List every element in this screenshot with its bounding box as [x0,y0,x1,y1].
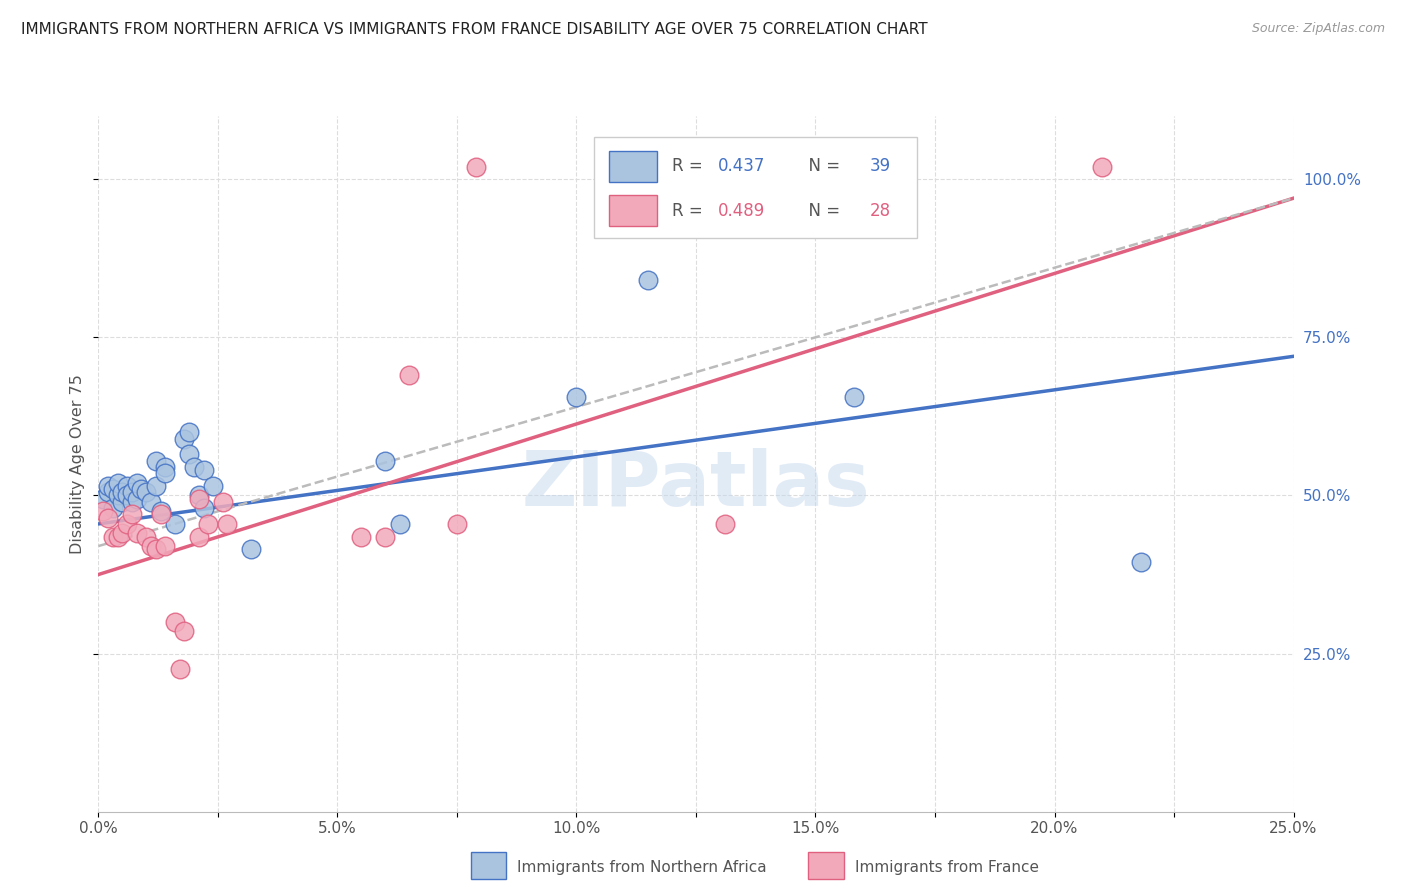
Text: R =: R = [672,157,709,175]
Point [187,491,209,506]
Point [101,501,124,516]
Point [240,542,263,557]
Point [107,530,129,544]
Point [374,530,396,544]
Point [193,501,215,516]
Point [145,453,167,467]
Point [145,479,167,493]
Text: R =: R = [672,202,709,219]
Point [97,510,120,524]
Point [173,624,195,639]
Point [1091,160,1114,174]
Point [135,530,157,544]
Text: N =: N = [797,157,845,175]
Point [202,479,225,493]
Point [465,160,488,174]
Point [179,425,201,440]
Point [121,485,143,500]
Point [350,530,373,544]
Point [125,475,148,490]
Point [97,485,120,500]
Point [149,508,172,522]
Point [163,516,186,531]
Point [1129,555,1152,569]
Point [91,491,114,506]
Point [135,485,157,500]
Point [139,495,162,509]
Point [565,391,588,405]
Point [115,516,138,531]
Point [197,516,219,531]
Text: ZIPatlas: ZIPatlas [522,448,870,522]
Text: Immigrants from Northern Africa: Immigrants from Northern Africa [517,860,768,874]
Point [187,488,209,502]
Point [125,526,148,541]
Point [163,615,186,629]
Point [187,530,209,544]
Point [155,467,177,481]
Text: 39: 39 [869,157,890,175]
Point [398,368,420,383]
Point [169,662,191,676]
Text: N =: N = [797,202,845,219]
FancyBboxPatch shape [609,151,657,182]
Point [111,485,134,500]
Text: Source: ZipAtlas.com: Source: ZipAtlas.com [1251,22,1385,36]
Point [374,453,396,467]
Point [388,516,411,531]
Point [179,447,201,461]
Point [217,516,239,531]
Point [183,460,205,475]
Point [101,530,124,544]
FancyBboxPatch shape [609,194,657,226]
Point [111,526,134,541]
Point [107,488,129,502]
Point [115,488,138,502]
Point [145,542,167,557]
Point [131,482,153,496]
Point [149,504,172,518]
Point [446,516,468,531]
Point [121,495,143,509]
Point [111,495,134,509]
Point [637,273,659,287]
Point [97,479,120,493]
Point [139,539,162,553]
Point [155,539,177,553]
Text: IMMIGRANTS FROM NORTHERN AFRICA VS IMMIGRANTS FROM FRANCE DISABILITY AGE OVER 75: IMMIGRANTS FROM NORTHERN AFRICA VS IMMIG… [21,22,928,37]
FancyBboxPatch shape [595,136,917,238]
Point [125,491,148,506]
Point [713,516,735,531]
Point [193,463,215,477]
Point [211,495,233,509]
Point [121,508,143,522]
Point [115,479,138,493]
Point [101,482,124,496]
Point [842,391,865,405]
Text: 28: 28 [869,202,890,219]
Point [173,432,195,446]
Text: 0.437: 0.437 [717,157,765,175]
Y-axis label: Disability Age Over 75: Disability Age Over 75 [70,374,86,554]
Point [91,504,114,518]
Point [155,460,177,475]
Text: 0.489: 0.489 [717,202,765,219]
Point [107,475,129,490]
Text: Immigrants from France: Immigrants from France [855,860,1039,874]
